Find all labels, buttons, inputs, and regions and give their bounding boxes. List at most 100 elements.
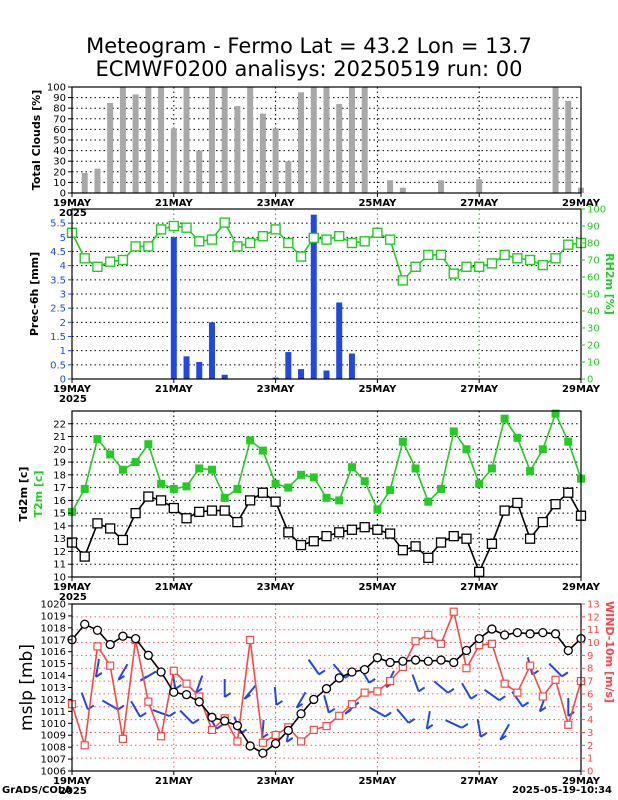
clouds-y-axis-label: Total Clouds [%] — [30, 90, 43, 190]
y-tick-label: 1013 — [41, 683, 66, 694]
x-tick-label: 23MAY — [257, 582, 296, 593]
cloud-bar — [552, 87, 559, 193]
cloud-bar — [476, 179, 483, 193]
series-Td2m-point — [168, 502, 179, 514]
rh-point — [563, 239, 574, 250]
rh-point — [295, 251, 307, 262]
y-tick-label: 1015 — [41, 659, 66, 670]
y-tick-label: 3.5 — [50, 275, 66, 286]
mslp-point — [321, 684, 332, 694]
wind-speed-point — [322, 721, 331, 731]
series-T2m-point — [80, 484, 89, 493]
cloud-bar — [132, 94, 139, 193]
cloud-bar — [259, 113, 266, 193]
series-T2m-point — [220, 493, 229, 502]
series-Td2m-point — [206, 505, 218, 516]
precip-bar — [196, 362, 203, 379]
wind-barb-flag — [498, 695, 506, 701]
wind-barb-flag — [561, 671, 569, 678]
x-tick-label: 19MAY — [53, 776, 92, 787]
cloud-bar — [298, 92, 305, 193]
mslp-point — [538, 627, 548, 638]
rh-point — [346, 237, 358, 249]
rh-point — [194, 236, 205, 247]
mslp-point — [156, 667, 166, 677]
series-Td2m-point — [194, 506, 205, 518]
x-tick-label: 27MAY — [460, 582, 499, 593]
series-T2m-point — [424, 497, 433, 506]
wind-speed-point — [487, 639, 497, 648]
series-T2m-point — [487, 464, 496, 473]
y-tick-label: 14 — [53, 521, 66, 532]
wind-barb-flag — [470, 693, 478, 700]
precip-bar — [348, 353, 355, 379]
wind-speed-point — [309, 725, 318, 734]
x-tick-label: 27MAY — [460, 776, 499, 787]
x-tick-label: 21MAY — [155, 384, 194, 395]
series-Td2m-point — [257, 487, 269, 498]
rh-point — [283, 237, 294, 249]
series-Td2m-point — [143, 491, 154, 502]
series-Td2m-point — [283, 527, 294, 538]
wind-barb-flag — [499, 734, 507, 741]
rh-point — [104, 256, 116, 267]
rh-point — [537, 259, 549, 271]
mslp-point — [296, 709, 306, 719]
rh-point — [461, 261, 472, 272]
rh-point — [524, 254, 536, 266]
wind-barb-flag — [447, 687, 455, 694]
mslp-point — [118, 631, 128, 641]
wind-barb — [295, 691, 307, 709]
y-tick-label: 1006 — [41, 767, 66, 778]
wind-barb-flag — [117, 704, 125, 711]
series-T2m-point — [449, 427, 458, 436]
footer-software-label: GrADS/COLA — [2, 785, 72, 796]
y-tick-label: 20 — [53, 167, 66, 178]
wind-barb-flag — [168, 711, 177, 717]
rh-point — [92, 261, 103, 272]
mslp-point — [258, 748, 268, 758]
wind-speed-point — [233, 737, 242, 746]
mslp-point — [220, 716, 230, 726]
series-T2m-point — [131, 458, 140, 467]
rh-point — [219, 217, 230, 228]
series-Td2m-point — [105, 523, 116, 534]
wind-speed-point — [373, 687, 382, 696]
rh-point — [79, 253, 90, 264]
rh-point — [435, 249, 447, 261]
wind-barb-flag — [261, 733, 269, 739]
y-tick-label: 1011 — [41, 707, 66, 718]
wind-barb — [307, 659, 320, 675]
wind-speed-point — [500, 679, 509, 688]
x-tick-label: 29MAY — [562, 776, 601, 787]
x-tick-label: 27MAY — [460, 198, 499, 209]
rh-point — [244, 237, 256, 249]
mslp-point — [461, 645, 472, 656]
series-Td2m-point — [219, 505, 230, 516]
wind-speed-point — [271, 730, 280, 740]
cloud-bar — [310, 87, 317, 193]
x-tick-label: 25MAY — [358, 776, 397, 787]
chart-title-line2: ECMWF0200 analisys: 20250519 run: 00 — [95, 57, 523, 81]
y-tick-label: 1014 — [41, 671, 66, 682]
cloud-bar — [323, 87, 330, 193]
wind-speed-point — [513, 688, 522, 697]
y-tick-label: 1008 — [41, 743, 66, 754]
wind-barb — [396, 708, 410, 724]
wind-barb-flag — [426, 724, 434, 730]
y-tick-label: 22 — [53, 419, 66, 430]
wind-speed-point — [296, 737, 306, 746]
series-Td2m-point — [563, 487, 574, 498]
cloud-bar — [348, 87, 355, 193]
y-tick-label: 4 — [60, 261, 66, 272]
series-T2m-point — [437, 484, 446, 493]
series-T2m-point — [551, 409, 560, 418]
y-tick-label: 80 — [53, 104, 66, 115]
y-tick-label: 15 — [53, 509, 66, 520]
series-Td2m-point — [270, 496, 281, 507]
mslp-point — [194, 697, 204, 707]
mslp-point — [309, 694, 319, 705]
cloud-bar — [183, 87, 190, 193]
rh-point — [499, 249, 510, 261]
series-T2m-point — [297, 470, 306, 479]
